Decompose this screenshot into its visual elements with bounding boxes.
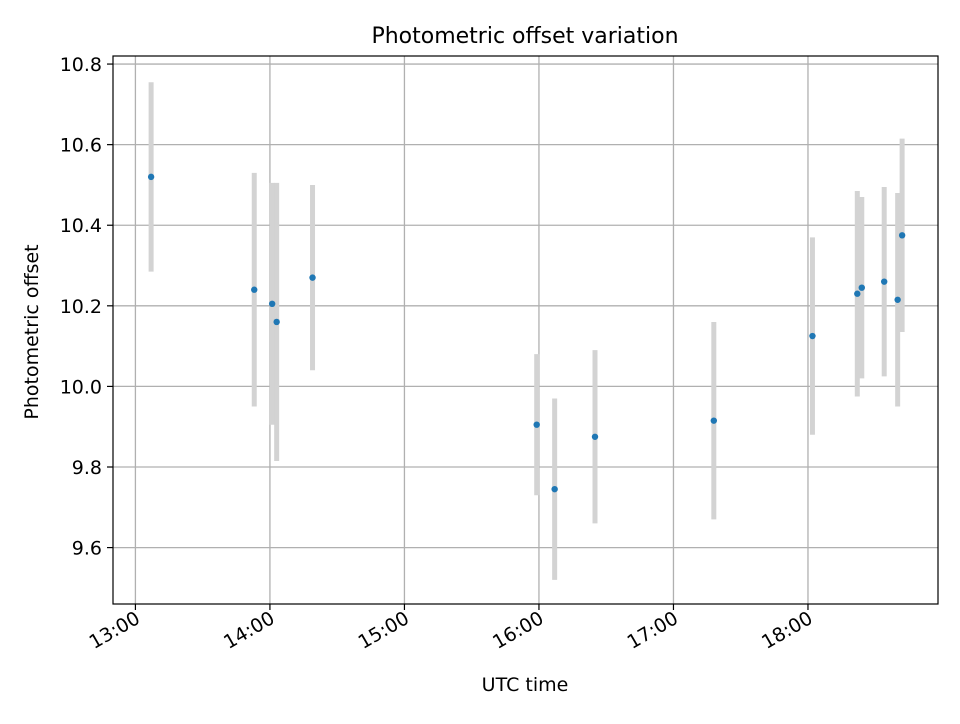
data-point: [273, 318, 280, 326]
data-point: [809, 332, 816, 340]
y-axis-ticks: 9.6 9.8 10.0 10.2 10.4 10.6 10.8: [60, 54, 113, 560]
y-tick-label: 9.6: [72, 538, 102, 560]
data-points: [147, 173, 906, 493]
x-tick-label: 14:00: [220, 607, 278, 653]
x-tick-label: 15:00: [355, 607, 413, 653]
data-point: [710, 417, 718, 424]
y-tick-label: 10.6: [60, 135, 102, 157]
y-axis-label: Photometric offset: [21, 244, 43, 419]
data-point: [533, 421, 540, 428]
x-tick-label: 13:00: [85, 607, 143, 653]
x-axis-ticks: 13:00 14:00 15:00 16:00 17:00 18:00: [85, 604, 816, 654]
data-point: [880, 278, 888, 285]
data-point: [898, 232, 906, 239]
y-tick-label: 10.8: [60, 54, 102, 76]
data-point: [894, 296, 901, 303]
x-tick-label: 16:00: [489, 607, 547, 653]
y-tick-label: 10.0: [60, 376, 102, 398]
data-point: [147, 173, 155, 181]
data-point: [551, 485, 558, 493]
data-point: [858, 284, 865, 291]
data-point: [251, 286, 258, 293]
y-tick-label: 9.8: [72, 457, 102, 479]
grid: [113, 56, 938, 604]
x-tick-label: 17:00: [624, 607, 682, 653]
x-tick-label: 18:00: [758, 607, 816, 653]
error-bars: [148, 82, 905, 580]
data-point: [591, 433, 599, 440]
chart-title: Photometric offset variation: [371, 24, 678, 49]
y-tick-label: 10.4: [60, 215, 102, 237]
data-point: [268, 300, 276, 308]
plot-frame: [112, 55, 939, 605]
x-axis-label: UTC time: [482, 674, 569, 696]
y-tick-label: 10.2: [60, 296, 102, 318]
data-point: [854, 290, 861, 297]
data-point: [309, 274, 316, 281]
